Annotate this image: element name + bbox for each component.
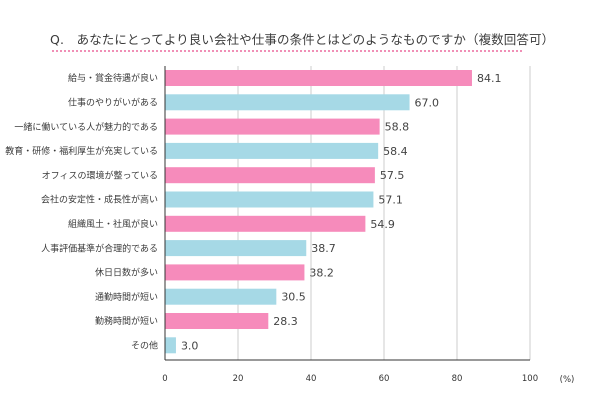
- category-label: 通勤時間が短い: [95, 291, 158, 303]
- value-label: 58.8: [385, 121, 410, 134]
- value-label: 67.0: [415, 96, 440, 109]
- category-label: 勤務時間が短い: [95, 315, 158, 327]
- bar: [165, 337, 176, 354]
- value-label: 57.1: [378, 194, 403, 207]
- x-tick-label: 20: [233, 374, 244, 384]
- x-tick-label: 100: [522, 374, 538, 384]
- chart-title: Q. あなたにとってより良い会社や仕事の条件とはどのようなものですか（複数回答可…: [50, 32, 555, 47]
- x-axis-unit-label: (%): [560, 375, 575, 385]
- bar: [165, 70, 472, 86]
- bar: [165, 94, 410, 111]
- category-label: 組織風土・社風が良い: [68, 218, 158, 230]
- bar: [165, 288, 277, 305]
- value-label: 3.0: [181, 339, 199, 352]
- bar: [165, 313, 269, 329]
- x-tick-label: 80: [452, 374, 463, 384]
- category-label: 給与・賞金待遇が良い: [68, 72, 158, 84]
- value-label: 30.5: [281, 291, 306, 304]
- x-tick-label: 60: [379, 374, 390, 384]
- value-label: 58.4: [383, 145, 408, 158]
- bar: [165, 215, 366, 232]
- category-label: 休日日数が多い: [95, 267, 158, 279]
- value-label: 57.5: [380, 169, 405, 182]
- bar: [165, 191, 374, 208]
- value-label: 38.7: [311, 242, 336, 255]
- title-underline: [52, 50, 522, 52]
- value-label: 84.1: [477, 72, 502, 85]
- bar: [165, 264, 305, 281]
- value-label: 38.2: [309, 266, 334, 279]
- value-label: 28.3: [273, 315, 298, 328]
- category-label: 教育・研修・福利厚生が充実している: [5, 145, 158, 157]
- bar: [165, 167, 375, 184]
- bar: [165, 118, 380, 135]
- category-label: 人事評価基準が合理的である: [41, 242, 158, 254]
- category-label: 一緒に働いている人が魅力的である: [14, 121, 158, 133]
- category-label: 仕事のやりがいがある: [68, 97, 158, 109]
- value-label: 54.9: [370, 218, 395, 231]
- category-label: その他: [131, 340, 158, 352]
- x-tick-label: 0: [162, 374, 167, 384]
- bar: [165, 240, 307, 257]
- category-label: オフィスの環境が整っている: [42, 169, 158, 181]
- bar: [165, 142, 379, 159]
- category-label: 会社の安定性・成長性が高い: [41, 194, 158, 206]
- x-tick-label: 40: [306, 374, 317, 384]
